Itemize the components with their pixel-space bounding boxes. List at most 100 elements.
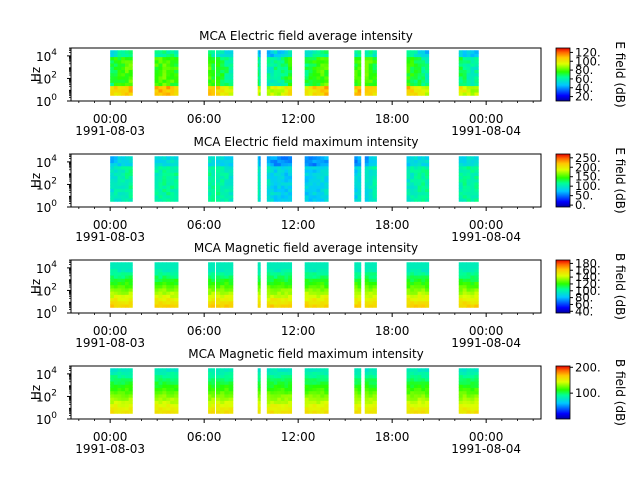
heat-cell: [413, 182, 419, 186]
heat-cell: [284, 265, 289, 270]
heat-cell: [128, 172, 133, 176]
heat-cell: [320, 63, 325, 67]
heat-cell: [166, 368, 171, 372]
heat-cell: [121, 278, 126, 282]
heat-cell: [312, 390, 317, 395]
heat-cell: [308, 374, 313, 379]
heat-cell: [174, 265, 179, 270]
heat-cell: [324, 191, 329, 196]
heat-cell: [113, 268, 118, 273]
colorbar-tick-label: 150.: [575, 170, 601, 184]
heat-cell: [128, 294, 133, 299]
heat-cell: [117, 275, 122, 279]
heat-cell: [154, 63, 159, 67]
heat-cell: [372, 410, 377, 414]
heat-cell: [170, 294, 175, 299]
heat-cell: [280, 265, 285, 270]
heat-cell: [215, 156, 221, 160]
y-tick-label: 102: [36, 70, 57, 86]
data-block: [257, 156, 261, 202]
heat-cell: [166, 191, 171, 196]
heat-cell: [421, 284, 426, 289]
heat-cell: [417, 191, 422, 196]
heat-cell: [220, 390, 225, 395]
heat-cell: [228, 85, 234, 90]
heat-cell: [466, 281, 471, 286]
heat-cell: [462, 403, 467, 408]
heat-cell: [228, 300, 234, 305]
x-date-label: 1991-08-04: [451, 230, 521, 244]
heat-cell: [266, 374, 271, 379]
heat-cell: [372, 85, 377, 90]
y-tick-label: 104: [36, 260, 57, 276]
heat-cell: [228, 262, 234, 266]
heat-cell: [421, 194, 426, 199]
heat-cell: [208, 63, 212, 67]
heat-cell: [158, 403, 163, 408]
heat-cell: [117, 172, 122, 176]
heat-cell: [354, 262, 358, 266]
heat-cell: [458, 300, 464, 305]
heat-cell: [208, 159, 212, 164]
heat-cell: [312, 281, 317, 286]
heat-cell: [162, 368, 167, 372]
heat-cell: [162, 400, 167, 405]
heat-cell: [417, 162, 422, 167]
heat-cell: [304, 79, 310, 83]
heat-cell: [354, 56, 358, 61]
heat-cell: [228, 185, 234, 189]
heat-cell: [357, 69, 362, 74]
heat-cell: [220, 275, 225, 279]
heat-cell: [208, 278, 212, 282]
heat-cell: [413, 76, 419, 80]
heat-cell: [372, 92, 377, 96]
heat-cell: [154, 281, 159, 286]
heat-cell: [320, 291, 325, 295]
heat-cell: [208, 284, 212, 289]
heat-cell: [158, 76, 163, 80]
heat-cell: [162, 281, 167, 286]
heat-cell: [270, 394, 275, 398]
heat-cell: [312, 85, 317, 90]
heat-cell: [474, 198, 479, 202]
heat-cell: [110, 377, 115, 382]
heat-cell: [162, 156, 167, 160]
heat-cell: [312, 182, 317, 186]
heat-cell: [357, 297, 362, 302]
heat-cell: [170, 56, 175, 61]
heat-cell: [259, 406, 261, 411]
heat-cell: [413, 165, 419, 170]
heat-cell: [470, 284, 475, 289]
heat-cell: [211, 377, 216, 382]
heat-cell: [280, 66, 285, 70]
heat-cell: [354, 69, 358, 74]
heat-cell: [220, 304, 225, 308]
heat-cell: [421, 281, 426, 286]
heat-cell: [270, 275, 275, 279]
heat-cell: [266, 66, 271, 70]
heat-cell: [458, 294, 464, 299]
heat-cell: [211, 291, 216, 295]
heat-cell: [284, 291, 289, 295]
heat-cell: [257, 172, 260, 176]
heat-cell: [425, 85, 430, 90]
heat-cell: [354, 198, 358, 202]
heat-cell: [259, 374, 261, 379]
heat-cell: [320, 82, 325, 87]
heat-cell: [121, 66, 126, 70]
heat-cell: [124, 268, 130, 273]
heat-cell: [224, 182, 230, 186]
heat-cell: [174, 82, 179, 87]
heat-cell: [220, 384, 225, 388]
heat-cell: [280, 297, 285, 302]
heat-cell: [466, 182, 471, 186]
heat-cell: [425, 72, 430, 77]
heat-cell: [124, 397, 130, 401]
heat-cell: [304, 182, 310, 186]
heat-cell: [273, 69, 278, 74]
heat-cell: [470, 387, 475, 392]
heat-cell: [220, 56, 225, 61]
heat-cell: [224, 275, 230, 279]
heat-cell: [474, 56, 479, 61]
heat-cell: [266, 387, 271, 392]
